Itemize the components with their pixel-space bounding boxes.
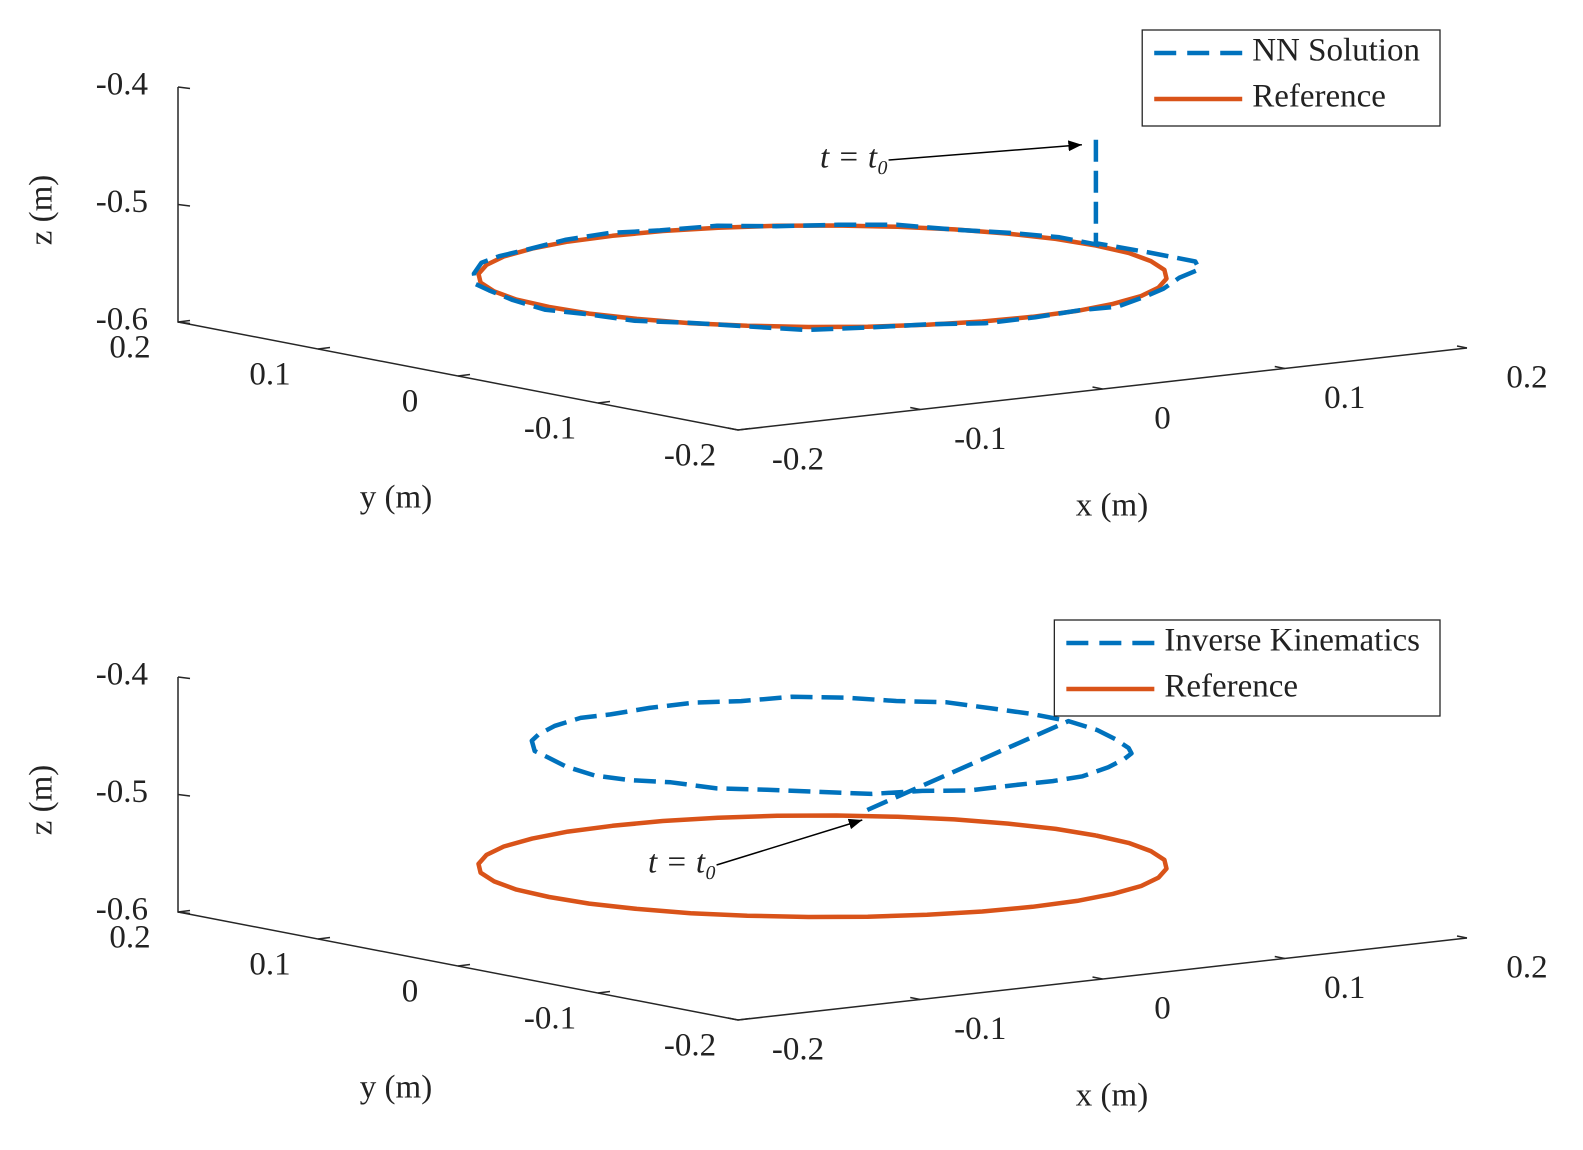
annotation-arrow bbox=[888, 140, 1082, 161]
legend: Inverse Kinematics Reference bbox=[1053, 619, 1441, 717]
axes: -0.2-0.100.10.2-0.2-0.100.10.2-0.6-0.5-0… bbox=[24, 67, 1548, 524]
z-tick-label: -0.6 bbox=[96, 892, 148, 928]
y-tick-label: 0 bbox=[402, 384, 419, 420]
z-tick bbox=[177, 793, 191, 797]
z-tick bbox=[177, 321, 191, 325]
y-tick-label: 0.2 bbox=[109, 330, 150, 366]
x-tick-label: -0.1 bbox=[954, 1011, 1006, 1047]
legend-label: Reference bbox=[1164, 669, 1298, 705]
x-axis-label: x (m) bbox=[1076, 488, 1148, 524]
z-tick-label: -0.4 bbox=[96, 67, 148, 103]
z-tick bbox=[177, 676, 191, 680]
z-axis-label: z (m) bbox=[24, 765, 60, 836]
z-tick bbox=[177, 86, 191, 90]
x-axis-label: x (m) bbox=[1076, 1078, 1148, 1114]
series-line bbox=[471, 139, 1202, 333]
x-tick-label: 0.1 bbox=[1324, 970, 1365, 1006]
y-tick bbox=[737, 1017, 751, 1021]
y-tick bbox=[457, 373, 471, 377]
x-tick bbox=[1456, 345, 1468, 349]
x-tick bbox=[1456, 935, 1468, 939]
y-axis-label: y (m) bbox=[360, 1070, 432, 1106]
x-tick bbox=[727, 427, 739, 431]
y-tick-label: -0.1 bbox=[524, 1001, 576, 1037]
x-tick-label: 0 bbox=[1154, 401, 1171, 437]
series-line bbox=[529, 694, 1134, 813]
y-tick bbox=[597, 400, 611, 404]
z-axis-label: z (m) bbox=[24, 175, 60, 246]
z-tick-label: -0.5 bbox=[96, 184, 148, 220]
z-tick bbox=[177, 911, 191, 915]
annotation: t = t₀ bbox=[820, 140, 889, 176]
legend: NN Solution Reference bbox=[1141, 29, 1441, 127]
x-tick bbox=[727, 1017, 739, 1021]
legend-label: Reference bbox=[1252, 79, 1386, 115]
z-tick-label: -0.6 bbox=[96, 302, 148, 338]
x-tick-label: -0.1 bbox=[954, 421, 1006, 457]
x-tick-label: 0 bbox=[1154, 991, 1171, 1027]
y-axis-label: y (m) bbox=[360, 480, 432, 516]
z-tick-label: -0.5 bbox=[96, 774, 148, 810]
axis-lines bbox=[177, 677, 1468, 1021]
y-tick bbox=[597, 990, 611, 994]
x-tick bbox=[1274, 365, 1285, 370]
series-line bbox=[476, 813, 1169, 920]
legend-box bbox=[1053, 619, 1441, 717]
y-tick bbox=[317, 346, 331, 350]
legend-box bbox=[1141, 29, 1441, 127]
x-tick-label: -0.2 bbox=[772, 442, 824, 478]
x-tick bbox=[1092, 386, 1103, 390]
z-tick bbox=[177, 203, 191, 207]
legend-label: NN Solution bbox=[1252, 33, 1420, 69]
x-tick-label: 0.2 bbox=[1506, 360, 1547, 396]
x-tick-label: 0.1 bbox=[1324, 380, 1365, 416]
annotation-arrow bbox=[716, 818, 863, 866]
legend-label: Inverse Kinematics bbox=[1164, 623, 1420, 659]
y-tick-label: 0.1 bbox=[249, 947, 290, 983]
annotation: t = t₀ bbox=[648, 845, 717, 881]
y-tick-label: 0.1 bbox=[249, 357, 290, 393]
y-tick-label: -0.1 bbox=[524, 411, 576, 447]
y-tick-label: 0.2 bbox=[109, 920, 150, 956]
x-tick bbox=[910, 996, 921, 1001]
x-tick bbox=[1274, 955, 1285, 960]
x-tick-label: -0.2 bbox=[772, 1032, 824, 1068]
y-tick-label: -0.2 bbox=[664, 1028, 716, 1064]
x-tick bbox=[910, 406, 921, 411]
y-tick bbox=[317, 936, 331, 940]
x-tick bbox=[1092, 976, 1103, 980]
x-tick-label: 0.2 bbox=[1506, 950, 1547, 986]
y-tick bbox=[737, 427, 751, 431]
y-tick-label: 0 bbox=[402, 974, 419, 1010]
axes: -0.2-0.100.10.2-0.2-0.100.10.2-0.6-0.5-0… bbox=[24, 657, 1548, 1114]
y-tick bbox=[457, 963, 471, 967]
y-tick-label: -0.2 bbox=[664, 438, 716, 474]
axis-lines bbox=[177, 87, 1468, 431]
z-tick-label: -0.4 bbox=[96, 657, 148, 693]
